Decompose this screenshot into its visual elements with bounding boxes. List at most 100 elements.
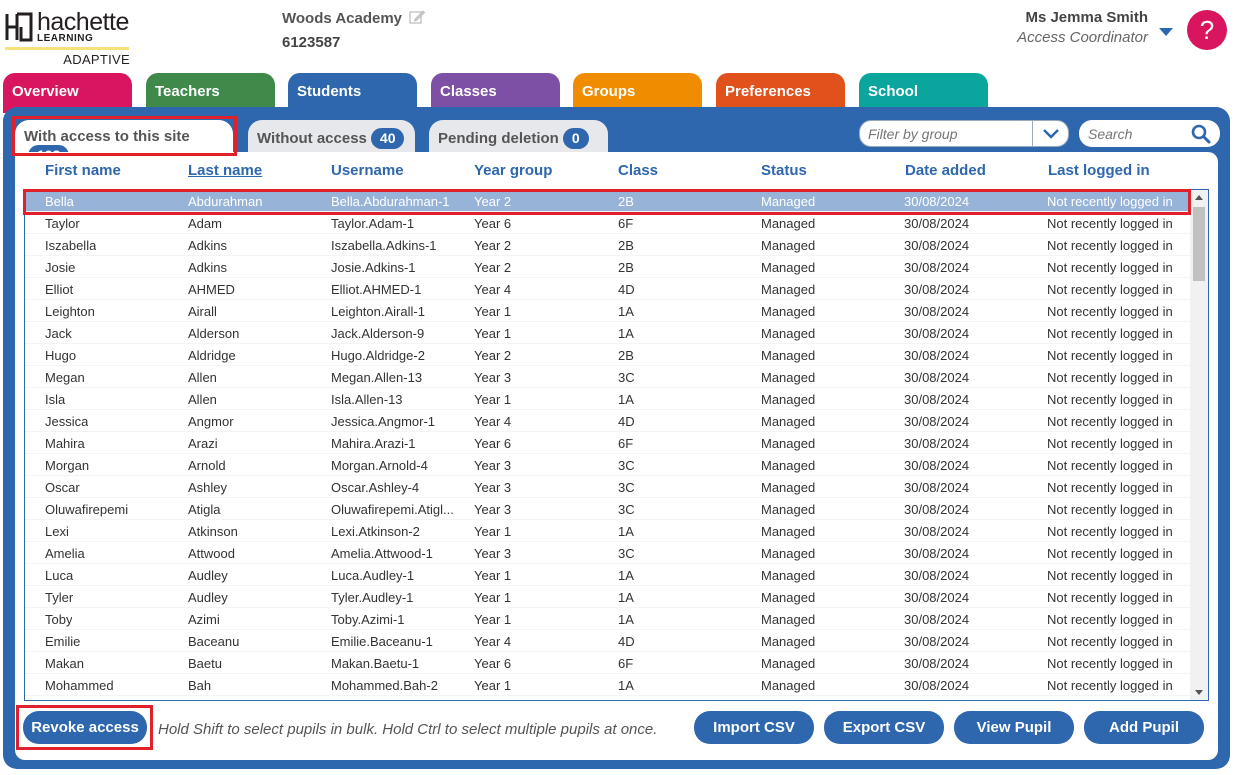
subtab-without-access[interactable]: Without access 40 — [248, 120, 415, 152]
table-row[interactable]: Oluwafirepemi Atigla Oluwafirepemi.Atigl..… — [25, 498, 1191, 520]
cell-username: Emilie.Baceanu-1 — [331, 634, 433, 649]
scroll-down-icon[interactable] — [1195, 690, 1203, 695]
cell-first-name: Morgan — [45, 458, 90, 473]
table-row[interactable]: Leighton Airall Leighton.Airall-1 Year 1 1A M… — [25, 300, 1191, 322]
group-filter[interactable] — [859, 120, 1069, 147]
cell-year-group: Year 4 — [474, 414, 512, 429]
chevron-down-icon[interactable] — [1159, 28, 1173, 36]
subtab-pending-deletion[interactable]: Pending deletion 0 — [429, 120, 608, 152]
cell-year-group: Year 1 — [474, 568, 512, 583]
revoke-access-button[interactable]: Revoke access — [23, 711, 147, 744]
tab-classes[interactable]: Classes — [431, 73, 560, 113]
add-pupil-button[interactable]: Add Pupil — [1084, 711, 1204, 744]
table-row[interactable]: Josie Adkins Josie.Adkins-1 Year 2 2B Managed… — [25, 256, 1191, 278]
column-header-class[interactable]: Class — [618, 162, 659, 179]
cell-class: 6F — [618, 436, 634, 451]
hachette-logo-icon — [5, 12, 33, 42]
table-row[interactable]: Jack Alderson Jack.Alderson-9 Year 1 1A Manag… — [25, 322, 1191, 344]
search-box[interactable] — [1079, 120, 1220, 147]
table-row[interactable]: Tyler Audley Tyler.Audley-1 Year 1 1A Managed… — [25, 586, 1191, 608]
cell-first-name: Jack — [45, 326, 72, 341]
cell-last-logged-in: Not recently logged in — [1047, 612, 1173, 627]
user-role[interactable]: Access Coordinator — [1017, 29, 1148, 46]
table-row[interactable]: Toby Azimi Toby.Azimi-1 Year 1 1A Managed 30/0… — [25, 608, 1191, 630]
cell-last-logged-in: Not recently logged in — [1047, 568, 1173, 583]
edit-icon[interactable] — [409, 9, 426, 25]
group-filter-input[interactable] — [860, 121, 1032, 146]
cell-status: Managed — [761, 502, 816, 517]
cell-last-logged-in: Not recently logged in — [1047, 348, 1173, 363]
table-row[interactable]: Taylor Adam Taylor.Adam-1 Year 6 6F Managed 30… — [25, 212, 1191, 234]
table-row[interactable]: Iszabella Adkins Iszabella.Adkins-1 Year 2 2… — [25, 234, 1191, 256]
cell-class: 2B — [618, 238, 634, 253]
table-row[interactable]: Isla Allen Isla.Allen-13 Year 1 1A Managed 30/… — [25, 388, 1191, 410]
cell-status: Managed — [761, 194, 816, 209]
cell-status: Managed — [761, 436, 816, 451]
table-row[interactable]: Mohammed Bah Mohammed.Bah-2 Year 1 1A Managed… — [25, 674, 1191, 696]
cell-status: Managed — [761, 260, 816, 275]
scrollbar[interactable] — [1190, 190, 1208, 700]
cell-date-added: 30/08/2024 — [904, 502, 970, 517]
table-row[interactable]: Morgan Arnold Morgan.Arnold-4 Year 3 3C Manag… — [25, 454, 1191, 476]
cell-username: Oluwafirepemi.Atigl... — [331, 502, 453, 517]
cell-status: Managed — [761, 238, 816, 253]
tab-preferences[interactable]: Preferences — [716, 73, 845, 113]
selection-hint: Hold Shift to select pupils in bulk. Hol… — [158, 721, 658, 738]
tab-teachers[interactable]: Teachers — [146, 73, 275, 113]
column-header-status[interactable]: Status — [761, 162, 807, 179]
table-row[interactable]: Lexi Atkinson Lexi.Atkinson-2 Year 1 1A Manag… — [25, 520, 1191, 542]
tab-students[interactable]: Students — [288, 73, 417, 113]
column-header-date-added[interactable]: Date added — [905, 162, 986, 179]
cell-year-group: Year 2 — [474, 260, 512, 275]
cell-class: 6F — [618, 656, 634, 671]
scroll-up-icon[interactable] — [1195, 195, 1203, 200]
cell-year-group: Year 3 — [474, 458, 512, 473]
search-icon[interactable] — [1191, 124, 1211, 144]
cell-last-logged-in: Not recently logged in — [1047, 458, 1173, 473]
table-row[interactable]: Oscar Ashley Oscar.Ashley-4 Year 3 3C Managed… — [25, 476, 1191, 498]
table-row[interactable]: Elliot AHMED Elliot.AHMED-1 Year 4 4D Managed… — [25, 278, 1191, 300]
cell-username: Luca.Audley-1 — [331, 568, 415, 583]
table-row[interactable]: Emilie Baceanu Emilie.Baceanu-1 Year 4 4D Man… — [25, 630, 1191, 652]
cell-class: 1A — [618, 524, 634, 539]
column-header-year-group[interactable]: Year group — [474, 162, 553, 179]
table-row[interactable]: Luca Audley Luca.Audley-1 Year 1 1A Managed 30… — [25, 564, 1191, 586]
help-button[interactable]: ? — [1187, 10, 1227, 50]
cell-date-added: 30/08/2024 — [904, 414, 970, 429]
column-header-last-name[interactable]: Last name — [188, 162, 263, 179]
cell-status: Managed — [761, 392, 816, 407]
cell-first-name: Toby — [45, 612, 73, 627]
import-csv-button[interactable]: Import CSV — [694, 711, 814, 744]
cell-date-added: 30/08/2024 — [904, 348, 970, 363]
subtab-label: With access to this site — [24, 128, 190, 145]
cell-status: Managed — [761, 304, 816, 319]
cell-username: Jessica.Angmor-1 — [331, 414, 436, 429]
cell-first-name: Leighton — [45, 304, 95, 319]
export-csv-button[interactable]: Export CSV — [824, 711, 944, 744]
view-pupil-button[interactable]: View Pupil — [954, 711, 1074, 744]
scroll-thumb[interactable] — [1193, 207, 1205, 281]
cell-first-name: Jessica — [45, 414, 89, 429]
cell-class: 3C — [618, 502, 635, 517]
cell-date-added: 30/08/2024 — [904, 656, 970, 671]
cell-date-added: 30/08/2024 — [904, 634, 970, 649]
subtab-with-access[interactable]: With access to this site193 — [15, 120, 233, 166]
tab-groups[interactable]: Groups — [573, 73, 702, 113]
table-row[interactable]: Makan Baetu Makan.Baetu-1 Year 6 6F Managed 30… — [25, 652, 1191, 674]
table-row[interactable]: Jessica Angmor Jessica.Angmor-1 Year 4 4D Man… — [25, 410, 1191, 432]
cell-username: Elliot.AHMED-1 — [331, 282, 422, 297]
tab-school[interactable]: School — [859, 73, 988, 113]
table-row[interactable]: Megan Allen Megan.Allen-13 Year 3 3C Managed 3… — [25, 366, 1191, 388]
column-header-last-logged-in[interactable]: Last logged in — [1048, 162, 1150, 179]
tab-overview[interactable]: Overview — [3, 73, 132, 113]
table-row[interactable]: Bella Abdurahman Bella.Abdurahman-1 Year 2 2… — [25, 190, 1191, 212]
table-row[interactable]: Hugo Aldridge Hugo.Aldridge-2 Year 2 2B Manag… — [25, 344, 1191, 366]
user-name[interactable]: Ms Jemma Smith — [1025, 9, 1148, 26]
table-row[interactable]: Amelia Attwood Amelia.Attwood-1 Year 3 3C Man… — [25, 542, 1191, 564]
group-filter-toggle[interactable] — [1032, 121, 1068, 146]
search-input[interactable] — [1079, 120, 1187, 147]
table-row[interactable]: Mahira Arazi Mahira.Arazi-1 Year 6 6F Managed… — [25, 432, 1191, 454]
column-header-first-name[interactable]: First name — [45, 162, 121, 179]
cell-year-group: Year 2 — [474, 348, 512, 363]
column-header-username[interactable]: Username — [331, 162, 404, 179]
